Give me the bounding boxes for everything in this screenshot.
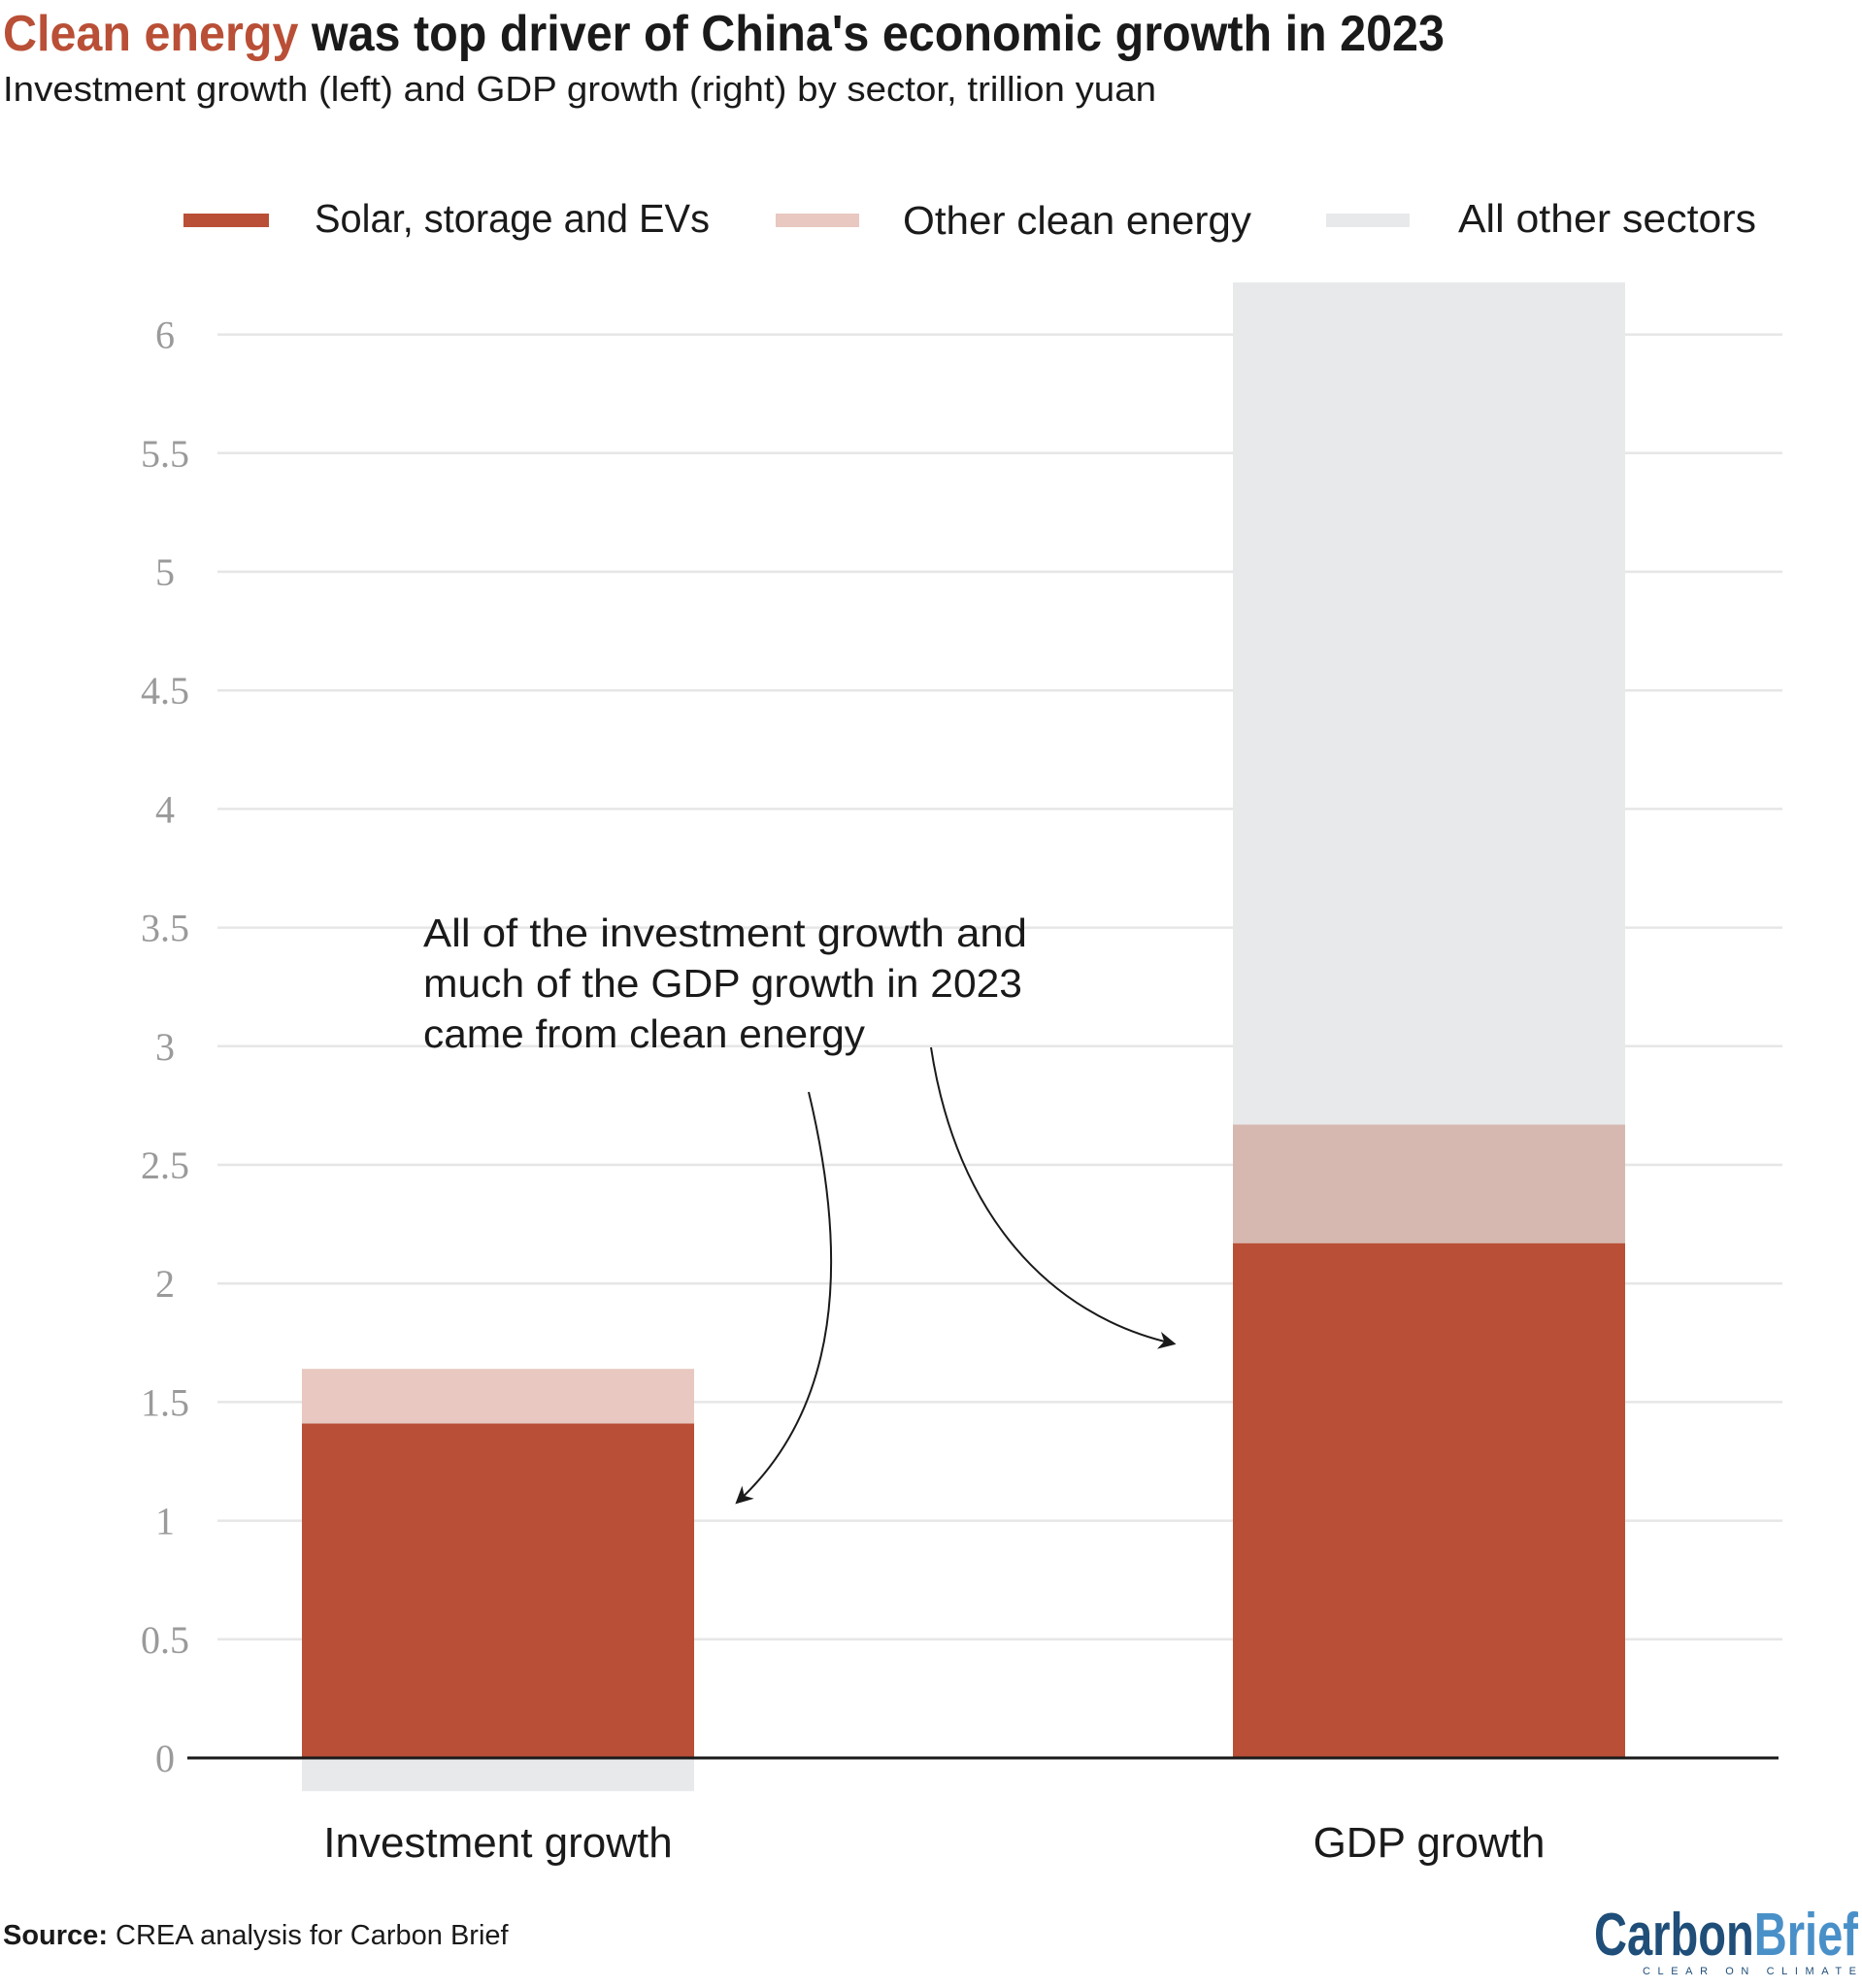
y-tick-label: 5.5 bbox=[141, 432, 189, 476]
arrow-to-investment bbox=[735, 1091, 833, 1505]
x-axis-labels: Investment growth GDP growth bbox=[323, 1819, 1545, 1867]
legend-label-other-clean: Other clean energy bbox=[903, 198, 1252, 243]
x-category-label: GDP growth bbox=[1313, 1819, 1546, 1867]
annotation-line-3: came from clean energy bbox=[423, 1011, 866, 1056]
y-tick-label: 1 bbox=[155, 1500, 175, 1543]
bar-other-clean-energy bbox=[302, 1369, 694, 1424]
bar-solar-storage-evs bbox=[302, 1423, 694, 1758]
legend-label-other-sectors: All other sectors bbox=[1458, 196, 1756, 241]
y-tick-label: 4.5 bbox=[141, 669, 189, 712]
bar-all-other-sectors bbox=[1233, 282, 1625, 1125]
legend-swatch-solar bbox=[183, 214, 269, 227]
annotation-line-2: much of the GDP growth in 2023 bbox=[423, 961, 1022, 1006]
y-tick-label: 3 bbox=[155, 1025, 175, 1069]
bar-all-other-sectors bbox=[302, 1758, 694, 1792]
chart-title: Clean energy was top driver of China's e… bbox=[3, 6, 1445, 62]
y-tick-label: 3.5 bbox=[141, 907, 189, 950]
logo-part1: Carbon bbox=[1594, 1902, 1754, 1969]
arrow-to-gdp bbox=[930, 1046, 1177, 1349]
legend: Solar, storage and EVs Other clean energ… bbox=[183, 196, 1756, 243]
annotation-line-1: All of the investment growth and bbox=[423, 911, 1027, 955]
source-text: CREA analysis for Carbon Brief bbox=[108, 1920, 510, 1951]
bar-other-clean-energy bbox=[1233, 1124, 1625, 1243]
y-tick-label: 2 bbox=[155, 1262, 175, 1306]
y-tick-label: 4 bbox=[155, 787, 175, 831]
y-tick-label: 5 bbox=[155, 550, 175, 594]
y-tick-label: 1.5 bbox=[141, 1380, 189, 1424]
legend-swatch-other-sectors bbox=[1326, 214, 1410, 227]
y-tick-label: 0 bbox=[155, 1737, 175, 1780]
legend-swatch-other-clean bbox=[776, 214, 859, 227]
logo-part2: Brief bbox=[1754, 1902, 1859, 1969]
title-rest: was top driver of China's economic growt… bbox=[298, 6, 1445, 62]
y-tick-label: 6 bbox=[155, 314, 175, 357]
y-tick-label: 2.5 bbox=[141, 1143, 189, 1187]
legend-label-solar: Solar, storage and EVs bbox=[315, 196, 710, 241]
bar-solar-storage-evs bbox=[1233, 1242, 1625, 1758]
source-label: Source: bbox=[3, 1920, 108, 1951]
y-axis-ticks: 0 0.5 1 1.5 2 2.5 3 3.5 4 4.5 5 5.5 6 bbox=[141, 314, 189, 1780]
title-highlight: Clean energy bbox=[3, 6, 299, 62]
y-tick-label: 0.5 bbox=[141, 1618, 189, 1662]
x-category-label: Investment growth bbox=[323, 1819, 673, 1867]
source-note: Source: CREA analysis for Carbon Brief bbox=[3, 1920, 510, 1951]
chart-subtitle: Investment growth (left) and GDP growth … bbox=[3, 69, 1156, 109]
annotation: All of the investment growth and much of… bbox=[423, 911, 1177, 1505]
bars bbox=[302, 282, 1625, 1792]
